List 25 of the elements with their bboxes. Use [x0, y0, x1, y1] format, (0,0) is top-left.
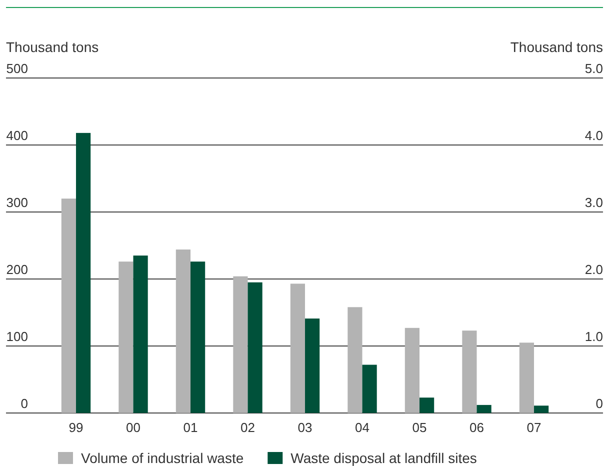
- y-axis-title: Thousand tons: [6, 39, 99, 55]
- x-tick-label: 03: [298, 420, 312, 435]
- x-tick-label: 00: [126, 420, 140, 435]
- y-tick-label: 100: [6, 329, 28, 344]
- y2-tick-label: 1.0: [584, 329, 603, 344]
- y-tick-label: 300: [6, 195, 28, 210]
- y2-tick-label: 4.0: [584, 128, 603, 143]
- y2-tick-label: 0: [596, 396, 603, 411]
- y2-tick-label: 2.0: [584, 262, 603, 277]
- x-tick-label: 01: [183, 420, 198, 435]
- legend-label: Waste disposal at landfill sites: [290, 450, 477, 466]
- y-tick-label: 500: [6, 61, 28, 76]
- x-tick-label: 99: [68, 420, 84, 435]
- y-tick-label: 200: [6, 262, 28, 277]
- y2-axis-title: Thousand tons: [510, 39, 603, 55]
- y2-tick-label: 3.0: [584, 195, 603, 210]
- y-tick-label: 0: [20, 396, 28, 411]
- x-tick-label: 07: [526, 420, 542, 435]
- x-tick-label: 02: [240, 420, 255, 435]
- legend-label: Volume of industrial waste: [81, 450, 244, 466]
- x-tick-label: 05: [412, 420, 427, 435]
- x-tick-label: 04: [355, 420, 370, 435]
- y2-tick-label: 5.0: [584, 61, 603, 76]
- y-tick-label: 400: [6, 128, 28, 143]
- x-tick-label: 06: [470, 420, 484, 435]
